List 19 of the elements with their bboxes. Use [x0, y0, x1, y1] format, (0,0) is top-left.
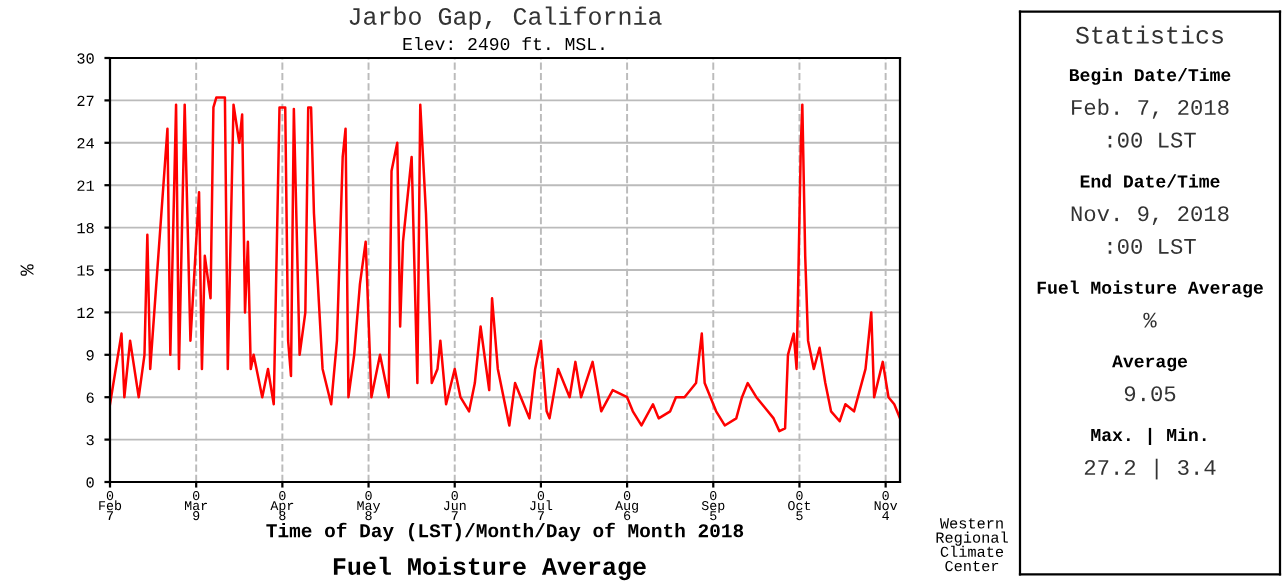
text: Nov. 9, 2018: [1071, 206, 1229, 226]
y-axis-title: %: [20, 264, 34, 276]
text: Average: [1112, 355, 1188, 372]
text: :00 LST: [1108, 238, 1196, 254]
chart-title: Jarbo Gap, California: [349, 6, 662, 30]
text: %: [1143, 312, 1157, 328]
text: 9.05: [1124, 386, 1176, 402]
x-axis-title: Time of Day (LST)/Month/Day of Month 2018: [266, 522, 744, 542]
text: 27.2 | 3.4: [1084, 458, 1216, 480]
text: Statistics: [1075, 25, 1223, 44]
line-series: [110, 96, 900, 433]
text: Feb. 7, 2018: [1072, 98, 1229, 119]
text: Fuel Moisture Average: [1037, 280, 1263, 298]
text: Begin Date/Time: [1069, 67, 1231, 85]
chart-subtitle: Elev: 2490 ft. MSL.: [403, 36, 604, 51]
text: End Date/Time: [1080, 174, 1220, 188]
text: :00 LST: [1108, 132, 1196, 148]
text: Fuel Moisture Average: [333, 556, 646, 581]
text: Max. | Min.: [1091, 427, 1206, 445]
